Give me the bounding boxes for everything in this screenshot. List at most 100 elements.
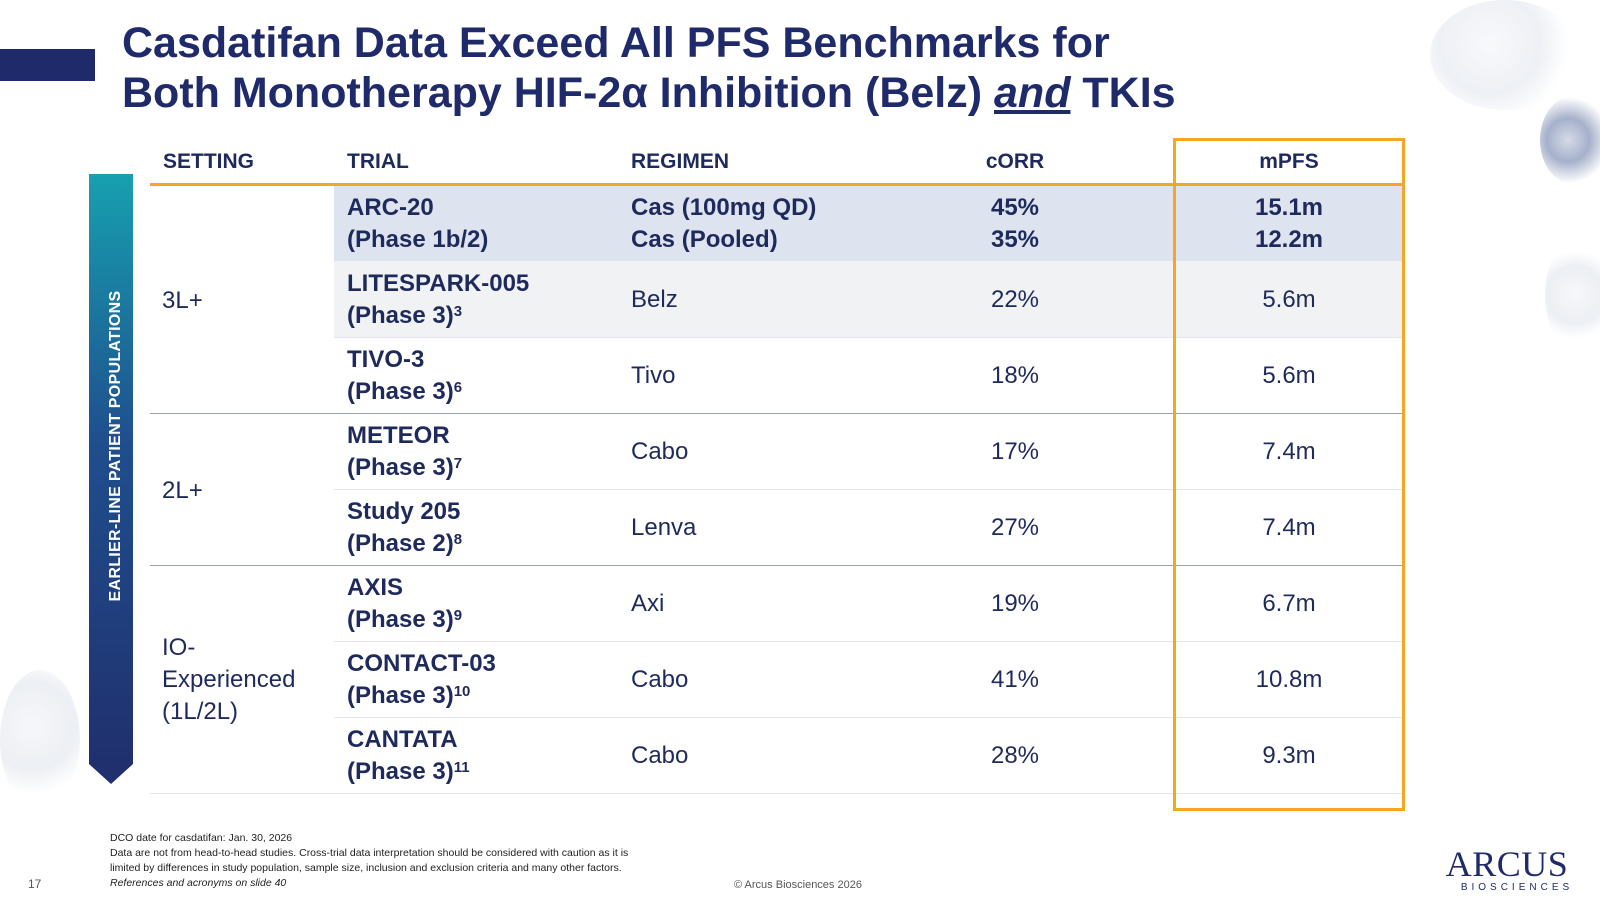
trial-phase: (Phase 3)11 <box>347 758 470 785</box>
trial-name: CANTATA <box>347 726 458 753</box>
setting-io-line-1: IO- <box>162 634 196 661</box>
corr-value: 19% <box>990 590 1040 617</box>
regimen-value: Cas (Pooled) <box>631 226 778 253</box>
trial-cell: LITESPARK-005 (Phase 3)3 <box>347 268 529 332</box>
row-divider <box>334 641 1402 642</box>
header-trial: TRIAL <box>347 150 409 173</box>
trial-phase: (Phase 3)9 <box>347 606 463 633</box>
arcus-logo: ARCUS BIOSCIENCES <box>1432 846 1582 894</box>
logo-sub-text: BIOSCIENCES <box>1460 882 1574 893</box>
reference-superscript: 7 <box>453 455 463 472</box>
corr-value: 35% <box>990 226 1040 253</box>
cell-image-decoration <box>1540 95 1600 185</box>
trial-name: LITESPARK-005 <box>347 270 530 297</box>
row-divider <box>334 717 1402 718</box>
page-number: 17 <box>28 877 42 891</box>
trial-cell: CANTATA (Phase 3)11 <box>347 724 470 788</box>
footnote-line: Data are not from head-to-head studies. … <box>110 847 629 859</box>
corr-cell: 45% 35% <box>915 192 1115 256</box>
mpfs-value: 15.1m <box>1254 194 1324 221</box>
copyright: © Arcus Biosciences 2026 <box>734 879 862 891</box>
section-divider <box>150 565 1402 566</box>
mpfs-value: 7.4m <box>1262 514 1316 541</box>
logo-main-text: ARCUS <box>1445 844 1569 884</box>
trial-phase: (Phase 3)7 <box>347 454 463 481</box>
reference-superscript: 6 <box>453 379 463 396</box>
trial-cell: AXIS (Phase 3)9 <box>347 572 462 636</box>
reference-superscript: 9 <box>453 607 463 624</box>
title-line-2-end: TKIs <box>1070 69 1176 117</box>
reference-superscript: 8 <box>453 531 463 548</box>
regimen-value: Cas (100mg QD) <box>631 194 817 221</box>
population-arrow-label: EARLIER-LINE PATIENT POPULATIONS <box>107 290 124 602</box>
trial-cell: ARC-20 (Phase 1b/2) <box>347 192 488 256</box>
trial-cell: Study 205 (Phase 2)8 <box>347 496 462 560</box>
setting-io-line-3: (1L/2L) <box>162 698 239 725</box>
trial-cell: CONTACT-03 (Phase 3)10 <box>347 648 496 712</box>
row-divider <box>334 489 1402 490</box>
reference-superscript: 10 <box>453 683 471 700</box>
trial-name: CONTACT-03 <box>347 650 496 677</box>
mpfs-cell: 15.1m 12.2m <box>1176 192 1402 256</box>
footnote-line: References and acronyms on slide 40 <box>110 877 287 889</box>
header-corr: cORR <box>985 150 1045 173</box>
population-arrow-band <box>89 174 133 764</box>
title-emphasis: and <box>994 69 1071 117</box>
down-arrow-icon <box>89 764 133 784</box>
regimen-value: Lenva <box>631 514 697 541</box>
cell-image-decoration <box>1545 240 1600 350</box>
mpfs-value: 9.3m <box>1262 742 1316 769</box>
trial-cell: METEOR (Phase 3)7 <box>347 420 462 484</box>
section-divider <box>150 413 1402 414</box>
slide-title: Casdatifan Data Exceed All PFS Benchmark… <box>122 18 1422 118</box>
regimen-value: Belz <box>631 286 678 313</box>
trial-name: TIVO-3 <box>347 346 425 373</box>
mpfs-value: 7.4m <box>1262 438 1316 465</box>
trial-name: Study 205 <box>347 498 461 525</box>
highlight-row-arc20 <box>334 185 1402 261</box>
corr-value: 22% <box>990 286 1040 313</box>
footnote-line: DCO date for casdatifan: Jan. 30, 2026 <box>110 832 293 844</box>
mpfs-value: 5.6m <box>1262 286 1316 313</box>
regimen-cell: Cas (100mg QD) Cas (Pooled) <box>631 192 816 256</box>
setting-io-line-2: Experienced <box>162 666 296 693</box>
header-setting: SETTING <box>163 150 255 173</box>
trial-name: ARC-20 <box>347 194 434 221</box>
trial-name: AXIS <box>347 574 404 601</box>
reference-superscript: 11 <box>453 759 470 776</box>
table-bottom-border <box>150 793 1402 794</box>
trial-phase: (Phase 1b/2) <box>347 226 489 253</box>
title-line-1: Casdatifan Data Exceed All PFS Benchmark… <box>122 19 1110 67</box>
title-accent-bar <box>0 49 95 81</box>
mpfs-value: 10.8m <box>1255 666 1323 693</box>
corr-value: 45% <box>990 194 1040 221</box>
corr-value: 17% <box>990 438 1040 465</box>
regimen-value: Cabo <box>631 666 689 693</box>
trial-name: METEOR <box>347 422 450 449</box>
setting-io-experienced: IO- Experienced (1L/2L) <box>162 632 295 728</box>
cell-image-decoration <box>0 670 80 810</box>
mpfs-value: 12.2m <box>1254 226 1324 253</box>
corr-value: 27% <box>990 514 1040 541</box>
corr-value: 41% <box>990 666 1040 693</box>
trial-cell: TIVO-3 (Phase 3)6 <box>347 344 462 408</box>
regimen-value: Cabo <box>631 742 689 769</box>
title-line-2: Both Monotherapy HIF-2α Inhibition (Belz… <box>122 68 1422 118</box>
mpfs-value: 5.6m <box>1262 362 1316 389</box>
regimen-value: Cabo <box>631 438 689 465</box>
title-line-2-start: Both Monotherapy HIF-2α Inhibition (Belz… <box>122 69 995 117</box>
trial-phase: (Phase 3)6 <box>347 378 463 405</box>
setting-3l: 3L+ <box>162 287 203 314</box>
trial-phase: (Phase 3)10 <box>347 682 471 709</box>
footnote-line: limited by differences in study populati… <box>110 862 622 874</box>
header-divider <box>150 183 1402 186</box>
mpfs-value: 6.7m <box>1262 590 1316 617</box>
row-divider <box>334 337 1402 338</box>
reference-superscript: 3 <box>453 303 463 320</box>
regimen-value: Axi <box>631 590 665 617</box>
shaded-row-litespark <box>334 261 1402 337</box>
setting-2l: 2L+ <box>162 477 203 504</box>
cell-image-decoration <box>1430 0 1580 110</box>
header-regimen: REGIMEN <box>631 150 730 173</box>
corr-value: 28% <box>990 742 1040 769</box>
